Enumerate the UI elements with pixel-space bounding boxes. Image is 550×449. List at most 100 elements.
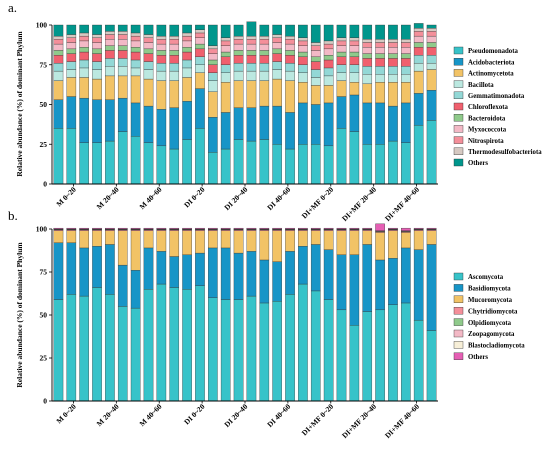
bar-segment-gemmatimonadota bbox=[118, 58, 127, 66]
bar-segment-pseudomonadota bbox=[414, 125, 423, 184]
bar-segment-others bbox=[92, 25, 101, 35]
bar-segment-gemmatimonadota bbox=[375, 66, 384, 74]
bar-segment-mucoromycota bbox=[247, 231, 256, 252]
bar-segment-others bbox=[67, 25, 76, 35]
bar-segment-pseudomonadota bbox=[234, 139, 243, 184]
bar-segment-acidobacteriota bbox=[221, 112, 230, 149]
bar-segment-bacteroidota bbox=[260, 50, 269, 55]
bar-segment-chloroflexota bbox=[92, 54, 101, 62]
bar-segment-others bbox=[118, 228, 127, 229]
bar-segment-others bbox=[80, 228, 89, 229]
bar-segment-others bbox=[311, 25, 320, 42]
bar-segment-mucoromycota bbox=[337, 231, 346, 255]
bar-segment-gemmatimonadota bbox=[350, 65, 359, 73]
bar-segment-bacillota bbox=[195, 65, 204, 73]
bar-segment-nitrospirota bbox=[131, 36, 140, 41]
bar-segment-bacteroidota bbox=[92, 49, 101, 54]
bar-segment-nitrospirota bbox=[54, 39, 63, 44]
bar-segment-others bbox=[170, 228, 179, 229]
bar-segment-bacillota bbox=[234, 71, 243, 81]
bar-segment-actinomycetota bbox=[118, 76, 127, 98]
bar-segment-mucoromycota bbox=[375, 232, 384, 260]
bar-segment-bacillota bbox=[260, 71, 269, 81]
panel-label: a. bbox=[8, 0, 17, 15]
bar-segment-actinomycetota bbox=[54, 81, 63, 100]
legend-label: Others bbox=[468, 160, 488, 167]
bar-segment-bacillota bbox=[105, 66, 114, 76]
legend-label: Gemmatimonadota bbox=[468, 93, 525, 100]
bar-segment-nitrospirota bbox=[182, 36, 191, 41]
bar-segment-gemmatimonadota bbox=[144, 62, 153, 70]
bar-segment-acidobacteriota bbox=[350, 95, 359, 132]
bar-segment-actinomycetota bbox=[208, 92, 217, 117]
bar-segment-nitrospirota bbox=[260, 39, 269, 44]
bar-segment-ascomycota bbox=[131, 308, 140, 401]
bar-segment-chloroflexota bbox=[324, 60, 333, 68]
bar-segment-myxococcota bbox=[170, 44, 179, 50]
bar-segment-basidiomycota bbox=[375, 260, 384, 310]
bar-segment-nitrospirota bbox=[350, 41, 359, 46]
legend-label: Bacillota bbox=[468, 82, 494, 89]
bar-segment-basidiomycota bbox=[350, 255, 359, 326]
bar-segment-mucoromycota bbox=[208, 231, 217, 248]
bar-segment-gemmatimonadota bbox=[427, 55, 436, 63]
bar-segment-bacteroidota bbox=[67, 49, 76, 54]
bar-segment-actinomycetota bbox=[414, 71, 423, 93]
bar-segment-nitrospirota bbox=[80, 36, 89, 41]
bar-segment-others bbox=[157, 25, 166, 36]
bar-segment-ascomycota bbox=[375, 310, 384, 401]
bar-segment-myxococcota bbox=[195, 38, 204, 44]
bar-segment-others bbox=[324, 228, 333, 229]
legend-swatch bbox=[454, 69, 463, 76]
bar-segment-nitrospirota bbox=[67, 38, 76, 43]
bar-segment-others bbox=[337, 25, 346, 38]
bar-segment-bacillota bbox=[118, 66, 127, 76]
bar-segment-pseudomonadota bbox=[105, 141, 114, 184]
bar-segment-thermodesulfobacteriota bbox=[80, 33, 89, 36]
bar-segment-pseudomonadota bbox=[131, 136, 140, 184]
bar-segment-actinomycetota bbox=[234, 81, 243, 108]
bar-segment-thermodesulfobacteriota bbox=[221, 38, 230, 41]
bar-segment-pseudomonadota bbox=[350, 132, 359, 184]
bar-segment-ascomycota bbox=[105, 294, 114, 401]
bar-segment-others bbox=[350, 25, 359, 38]
bar-segment-mucoromycota bbox=[105, 231, 114, 245]
bar-segment-gemmatimonadota bbox=[285, 63, 294, 71]
bar-segment-bacteroidota bbox=[105, 46, 114, 51]
y-axis-label: Relative abundance (%) of dominant Phylu… bbox=[15, 242, 24, 388]
bar-segment-thermodesulfobacteriota bbox=[131, 33, 140, 36]
bar-segment-mucoromycota bbox=[80, 231, 89, 248]
bar-segment-basidiomycota bbox=[363, 244, 372, 311]
x-tick-label: M 40~60 bbox=[138, 185, 164, 211]
x-tick-label: DI 0~20 bbox=[182, 185, 206, 209]
bar-segment-chloroflexota bbox=[105, 50, 114, 58]
bar-segment-gemmatimonadota bbox=[157, 63, 166, 71]
bar-segment-bacteroidota bbox=[118, 46, 127, 51]
bar-segment-bacillota bbox=[311, 77, 320, 85]
bar-segment-ascomycota bbox=[273, 301, 282, 401]
bar-segment-gemmatimonadota bbox=[221, 65, 230, 73]
x-tick-label: M 0~20 bbox=[54, 402, 78, 426]
bar-segment-acidobacteriota bbox=[311, 105, 320, 145]
bar-segment-acidobacteriota bbox=[273, 106, 282, 144]
bar-segment-bacteroidota bbox=[131, 47, 140, 52]
bar-segment-nitrospirota bbox=[401, 42, 410, 47]
panel-a: a.Relative abundance (%) of dominant Phy… bbox=[8, 0, 542, 223]
legend-label: Mucoromycota bbox=[468, 297, 513, 304]
bar-segment-chloroflexota bbox=[182, 52, 191, 60]
bar-segment-others bbox=[118, 25, 127, 31]
bar-segment-thermodesulfobacteriota bbox=[118, 31, 127, 34]
bar-segment-pseudomonadota bbox=[54, 128, 63, 184]
bar-segment-myxococcota bbox=[298, 46, 307, 52]
bar-segment-bacillota bbox=[170, 71, 179, 81]
legend-label: Others bbox=[468, 354, 488, 361]
bar-segment-others bbox=[388, 228, 397, 229]
bar-segment-thermodesulfobacteriota bbox=[273, 35, 282, 38]
bar-segment-actinomycetota bbox=[182, 77, 191, 101]
bar-segment-gemmatimonadota bbox=[311, 70, 320, 78]
bar-segment-nitrospirota bbox=[324, 44, 333, 49]
bar-segment-bacteroidota bbox=[182, 47, 191, 52]
legend-swatch bbox=[454, 273, 463, 280]
bar-segment-actinomycetota bbox=[105, 76, 114, 100]
bar-segment-others bbox=[285, 228, 294, 229]
